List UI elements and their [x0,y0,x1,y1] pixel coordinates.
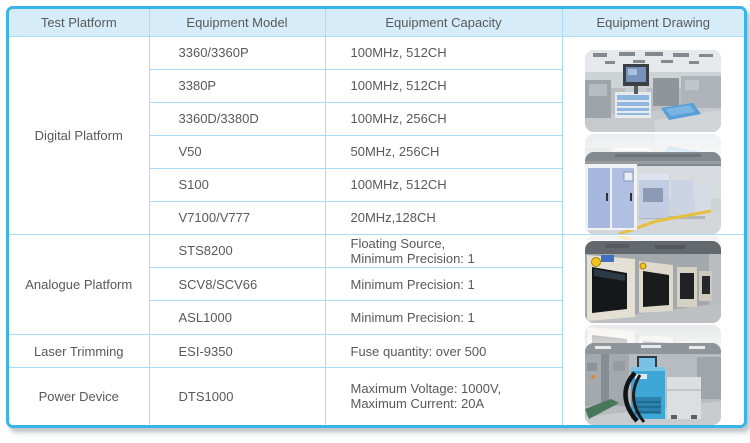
capacity-cell: 20MHz,128CH [324,200,563,235]
table-row: S100 100MHz, 512CH [9,167,744,202]
capacity-cell: Minimum Precision: 1 [324,300,563,335]
page: Test Platform Equipment Model Equipment … [6,6,747,428]
table-row: Laser Trimming ESI-9350 Fuse quantity: o… [9,333,744,369]
table-row: 3380P 100MHz, 512CH [9,68,744,103]
capacity-line: Maximum Voltage: 1000V, [350,381,502,397]
header-test-platform: Test Platform [9,8,150,37]
capacity-line: Maximum Current: 20A [350,396,485,412]
header-equipment-model: Equipment Model [148,8,326,37]
platform-cell-analogue: Analogue Platform [9,233,150,335]
table-row: 3360D/3380D 100MHz, 256CH [9,101,744,136]
header-equipment-drawing: Equipment Drawing [561,8,744,37]
model-cell: DTS1000 [148,367,326,425]
table-row: Digital Platform 3360/3360P 100MHz, 512C… [9,35,744,235]
table-row: Analogue Platform STS8200 Floating Sourc… [9,233,744,425]
model-cell: ESI-9350 [148,333,326,369]
model-cell: 3380P [148,68,326,103]
table-row: SCV8/SCV66 Minimum Precision: 1 [9,266,744,302]
platform-cell-power: Power Device [9,367,150,425]
power-device-tester-photo [585,342,722,425]
capacity-cell: Minimum Precision: 1 [324,266,563,302]
capacity-cell: Maximum Voltage: 1000V, Maximum Current:… [324,367,563,425]
capacity-cell: 100MHz, 512CH [324,35,563,70]
model-cell: STS8200 [148,233,326,268]
equipment-spec-table: Test Platform Equipment Model Equipment … [6,6,747,428]
model-cell: 3360D/3380D [148,101,326,136]
digital-platform-blue-cabinets-photo [585,151,722,234]
capacity-cell: 50MHz, 256CH [324,134,563,169]
model-cell: SCV8/SCV66 [148,266,326,302]
header-equipment-capacity: Equipment Capacity [324,8,563,37]
platform-cell-digital: Digital Platform [9,35,150,235]
capacity-cell: 100MHz, 256CH [324,101,563,136]
laser-trimming-machines-photo [585,240,722,323]
model-cell: S100 [148,167,326,202]
capacity-line: Floating Source, [350,235,446,251]
capacity-cell: Floating Source, Minimum Precision: 1 [324,233,563,268]
capacity-line: Minimum Precision: 1 [350,250,475,266]
drawing-cell-analogue-laser-power [561,233,744,425]
capacity-cell: 100MHz, 512CH [324,167,563,202]
platform-cell-laser: Laser Trimming [9,333,150,369]
capacity-cell: Fuse quantity: over 500 [324,333,563,369]
table-row: Power Device DTS1000 Maximum Voltage: 10… [9,367,744,425]
model-cell: ASL1000 [148,300,326,335]
model-cell: V7100/V777 [148,200,326,235]
drawing-cell-digital [561,35,744,235]
header-row: Test Platform Equipment Model Equipment … [9,8,744,37]
model-cell: 3360/3360P [148,35,326,70]
capacity-cell: 100MHz, 512CH [324,68,563,103]
digital-platform-cleanroom-photo [585,49,722,132]
model-cell: V50 [148,134,326,169]
table-row: ASL1000 Minimum Precision: 1 [9,300,744,335]
